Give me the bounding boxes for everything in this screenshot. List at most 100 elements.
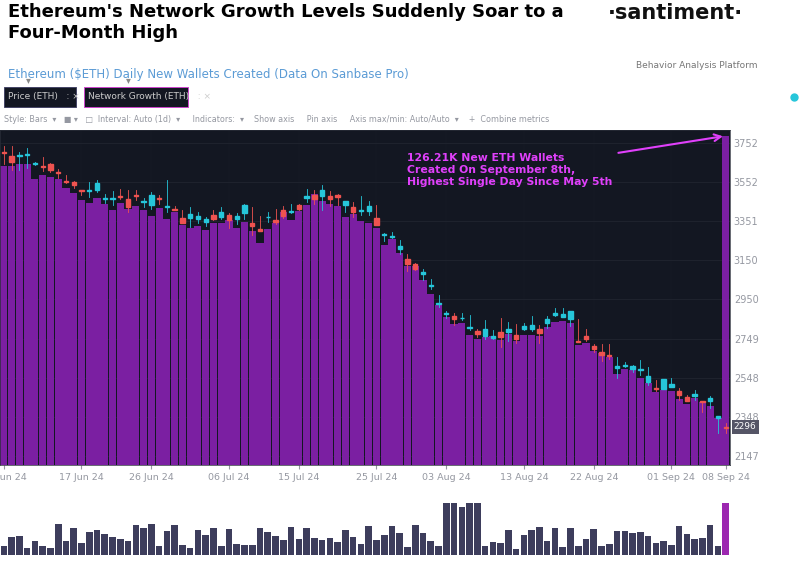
Bar [210, 528, 217, 555]
Bar [513, 549, 519, 555]
Bar [274, 220, 278, 221]
Bar [522, 326, 526, 329]
Bar [652, 392, 659, 465]
Bar [41, 166, 45, 167]
Bar [706, 406, 714, 465]
Bar [202, 535, 209, 555]
Bar [382, 234, 386, 235]
Bar [404, 547, 410, 555]
Bar [358, 544, 364, 555]
Bar [606, 544, 613, 555]
Bar [257, 529, 263, 555]
Bar [567, 528, 574, 555]
Bar [94, 198, 101, 465]
Bar [117, 539, 124, 555]
Bar [56, 171, 60, 173]
Bar [530, 325, 534, 329]
Bar [18, 155, 22, 156]
Bar [607, 355, 611, 356]
Bar [630, 533, 636, 555]
Bar [474, 503, 481, 555]
Bar [637, 378, 644, 465]
Bar [614, 531, 620, 555]
Bar [398, 246, 402, 249]
Bar [218, 223, 225, 465]
Bar [180, 218, 185, 222]
Bar [48, 164, 53, 170]
Bar [622, 369, 628, 465]
Bar [397, 533, 403, 555]
Bar [8, 537, 15, 555]
Bar [334, 206, 342, 465]
Bar [490, 542, 496, 555]
Bar [412, 525, 418, 555]
Text: 2296: 2296 [734, 422, 757, 431]
Bar [544, 541, 550, 555]
Bar [163, 530, 170, 555]
Bar [568, 311, 573, 319]
Bar [179, 225, 186, 465]
Bar [536, 336, 543, 465]
Bar [62, 188, 70, 465]
Bar [660, 541, 667, 555]
Bar [567, 323, 574, 465]
Bar [203, 219, 208, 222]
Bar [62, 541, 70, 555]
Bar [373, 539, 380, 555]
Bar [366, 526, 372, 555]
Bar [117, 203, 124, 465]
Bar [241, 546, 248, 555]
Bar [264, 229, 271, 465]
Bar [39, 546, 46, 555]
Bar [545, 319, 550, 323]
Bar [584, 336, 588, 339]
Bar [326, 538, 333, 555]
Bar [497, 340, 504, 465]
Bar [552, 528, 558, 555]
Bar [474, 339, 481, 465]
Bar [413, 264, 418, 269]
Bar [165, 206, 169, 207]
Bar [32, 541, 38, 555]
Bar [23, 165, 30, 465]
Bar [699, 538, 706, 555]
Bar [590, 529, 597, 555]
Bar [615, 366, 619, 368]
Bar [458, 507, 465, 555]
Bar [498, 543, 504, 555]
Bar [598, 546, 605, 555]
Bar [102, 534, 108, 555]
Bar [218, 546, 225, 555]
Bar [723, 427, 728, 428]
Bar [16, 164, 23, 465]
Bar [714, 546, 722, 555]
Text: Behavior Analysis Platform: Behavior Analysis Platform [636, 61, 758, 70]
Bar [78, 200, 85, 465]
Bar [280, 212, 287, 465]
Bar [320, 190, 324, 196]
Bar [319, 540, 326, 555]
Bar [452, 316, 456, 319]
Bar [250, 222, 254, 226]
Bar [436, 303, 441, 305]
Bar [722, 503, 729, 555]
Bar [86, 532, 93, 555]
Bar [287, 220, 294, 465]
Bar [350, 537, 357, 555]
Bar [265, 532, 271, 555]
Bar [365, 222, 372, 465]
Bar [622, 531, 628, 555]
Bar [490, 336, 495, 338]
Bar [157, 198, 162, 199]
Bar [482, 546, 489, 555]
Bar [591, 346, 596, 349]
Bar [334, 542, 341, 555]
Bar [140, 528, 147, 555]
Bar [125, 541, 131, 555]
Bar [582, 342, 590, 465]
Bar [358, 210, 363, 211]
Bar [39, 175, 46, 465]
Bar [654, 388, 658, 389]
Bar [668, 545, 674, 555]
Bar [303, 528, 310, 555]
